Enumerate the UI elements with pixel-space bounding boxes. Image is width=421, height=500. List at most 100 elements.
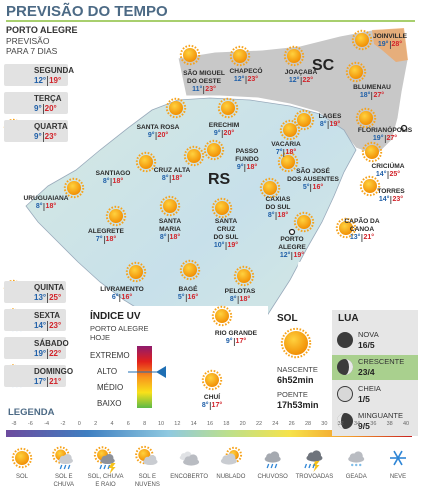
- temperature-scale: [6, 430, 412, 437]
- sun-rays: [225, 446, 243, 464]
- max-temp: 16°: [310, 184, 324, 192]
- city-label: PORTO ALEGRE 12° 19°: [278, 236, 306, 260]
- phase-name: MINGUANTE: [358, 411, 403, 420]
- temperatures: 9° 18°: [237, 164, 257, 172]
- sun-disc: [363, 179, 377, 193]
- max-temp: 20°: [221, 130, 235, 138]
- temperatures: 9° 17°: [226, 338, 246, 346]
- sunrise-time: 6h52min: [277, 375, 314, 385]
- cloud-part: [353, 451, 363, 461]
- sun-disc: [221, 101, 235, 115]
- sun-icon: [211, 305, 233, 327]
- sun-rays: [135, 151, 157, 173]
- min-temp: 9°: [236, 164, 244, 171]
- min-temp: 5°: [177, 294, 185, 301]
- city-name: SANTIAGO: [95, 170, 131, 177]
- day-name: QUARTA: [34, 122, 68, 131]
- day-badge: [4, 120, 68, 142]
- max-temp: 20°: [42, 104, 57, 114]
- temperatures: 12° 19°: [34, 76, 61, 86]
- city-label: SANTIAGO 8° 18°: [95, 170, 131, 186]
- min-temp: 10°: [213, 242, 225, 249]
- city-name: CAPÃO DA: [344, 218, 380, 225]
- sun-icon: [345, 61, 367, 83]
- cloud-part: [270, 451, 280, 461]
- sun-rays: [229, 45, 251, 67]
- max-temp: 19°: [47, 76, 62, 86]
- state-label: SC: [312, 57, 335, 74]
- min-temp: 8°: [267, 212, 275, 219]
- temperatures: 6° 16°: [112, 294, 132, 302]
- uv-title: ÍNDICE UV: [90, 311, 141, 322]
- temperatures: 7° 18°: [276, 149, 296, 157]
- scale-label: 32: [337, 421, 344, 427]
- city-label: CRUZ ALTA 8° 18°: [154, 167, 190, 183]
- capital-subtitle: PARA 7 DIAS: [6, 46, 58, 56]
- max-temp: 18°: [169, 175, 183, 183]
- scale-label: 22: [255, 421, 263, 427]
- temperatures: 12° 19°: [280, 252, 304, 260]
- scale-label: -2: [60, 421, 66, 427]
- max-temp: 25°: [387, 171, 401, 179]
- scale-label: 10: [157, 421, 165, 427]
- min-temp: 12°: [279, 252, 291, 259]
- temperatures: 13° 25°: [34, 293, 61, 303]
- min-temp: 13°: [349, 234, 361, 241]
- temperatures: 8° 18°: [36, 203, 56, 211]
- sun-disc: [281, 155, 295, 169]
- min-temp: 9°: [225, 338, 233, 345]
- sun-disc: [297, 113, 311, 127]
- day-name: TERÇA: [34, 94, 62, 103]
- min-temp: 14°: [34, 321, 47, 330]
- temperatures: 18° 27°: [360, 92, 384, 100]
- sun-rays: [11, 447, 33, 469]
- cloud-part: [147, 454, 157, 464]
- city-label: FLORIANÓPOLIS 19° 27°: [358, 127, 412, 143]
- temperatures: 11° 23°: [192, 86, 216, 94]
- sun-icon: [159, 195, 181, 217]
- legend-title: LEGENDA: [8, 407, 55, 418]
- sun-disc: [237, 269, 251, 283]
- sun-rays: [335, 217, 357, 239]
- cloud-part: [226, 453, 236, 463]
- city-name: LAGES: [318, 113, 342, 120]
- scale-label: 8: [143, 421, 147, 427]
- rain-drop: [67, 464, 71, 470]
- scale-label: 4: [110, 421, 114, 427]
- rain-drop: [312, 463, 316, 469]
- city-label: LAGES 8° 19°: [318, 113, 342, 129]
- page-title: PREVISÃO DO TEMPO: [6, 3, 168, 20]
- sun-icon: [280, 327, 312, 359]
- city-label: PASSO FUNDO 9° 18°: [235, 148, 259, 172]
- moon-lit: [337, 413, 345, 429]
- legend-icon-label: NEVE: [389, 474, 407, 480]
- day-name: QUINTA: [34, 283, 65, 292]
- city-name: DO SUL: [213, 234, 239, 241]
- max-temp: 21°: [47, 377, 62, 387]
- city-name: PORTO: [280, 236, 304, 243]
- sun-rays: [345, 61, 367, 83]
- legend-icon-label: GEADA: [345, 474, 367, 480]
- day-badge: [4, 64, 68, 86]
- max-temp: 23°: [390, 196, 404, 204]
- day-badge: [4, 337, 66, 359]
- cloud-icon: [183, 454, 200, 466]
- city-label: VACARIA 7° 18°: [271, 141, 301, 157]
- uv-level: MÉDIO: [97, 383, 124, 392]
- rain-drop: [266, 463, 270, 469]
- city-label: RIO GRANDE 9° 17°: [215, 330, 257, 346]
- min-temp: 14°: [378, 196, 390, 203]
- city-label: JOINVILLE 19° 28°: [373, 33, 407, 49]
- min-temp: 12°: [233, 76, 245, 83]
- scale-label: -6: [27, 421, 33, 427]
- sun-disc: [109, 209, 123, 223]
- scale-label: 2: [94, 421, 98, 427]
- min-temp: 19°: [377, 41, 389, 48]
- cloud-part: [105, 453, 114, 463]
- legend-icon-label: SOL E: [138, 474, 157, 480]
- city-name: VACARIA: [271, 141, 301, 148]
- sun-icon: [125, 261, 147, 283]
- min-temp: 13°: [34, 293, 47, 302]
- legend-icon-label: SOL E: [55, 474, 73, 480]
